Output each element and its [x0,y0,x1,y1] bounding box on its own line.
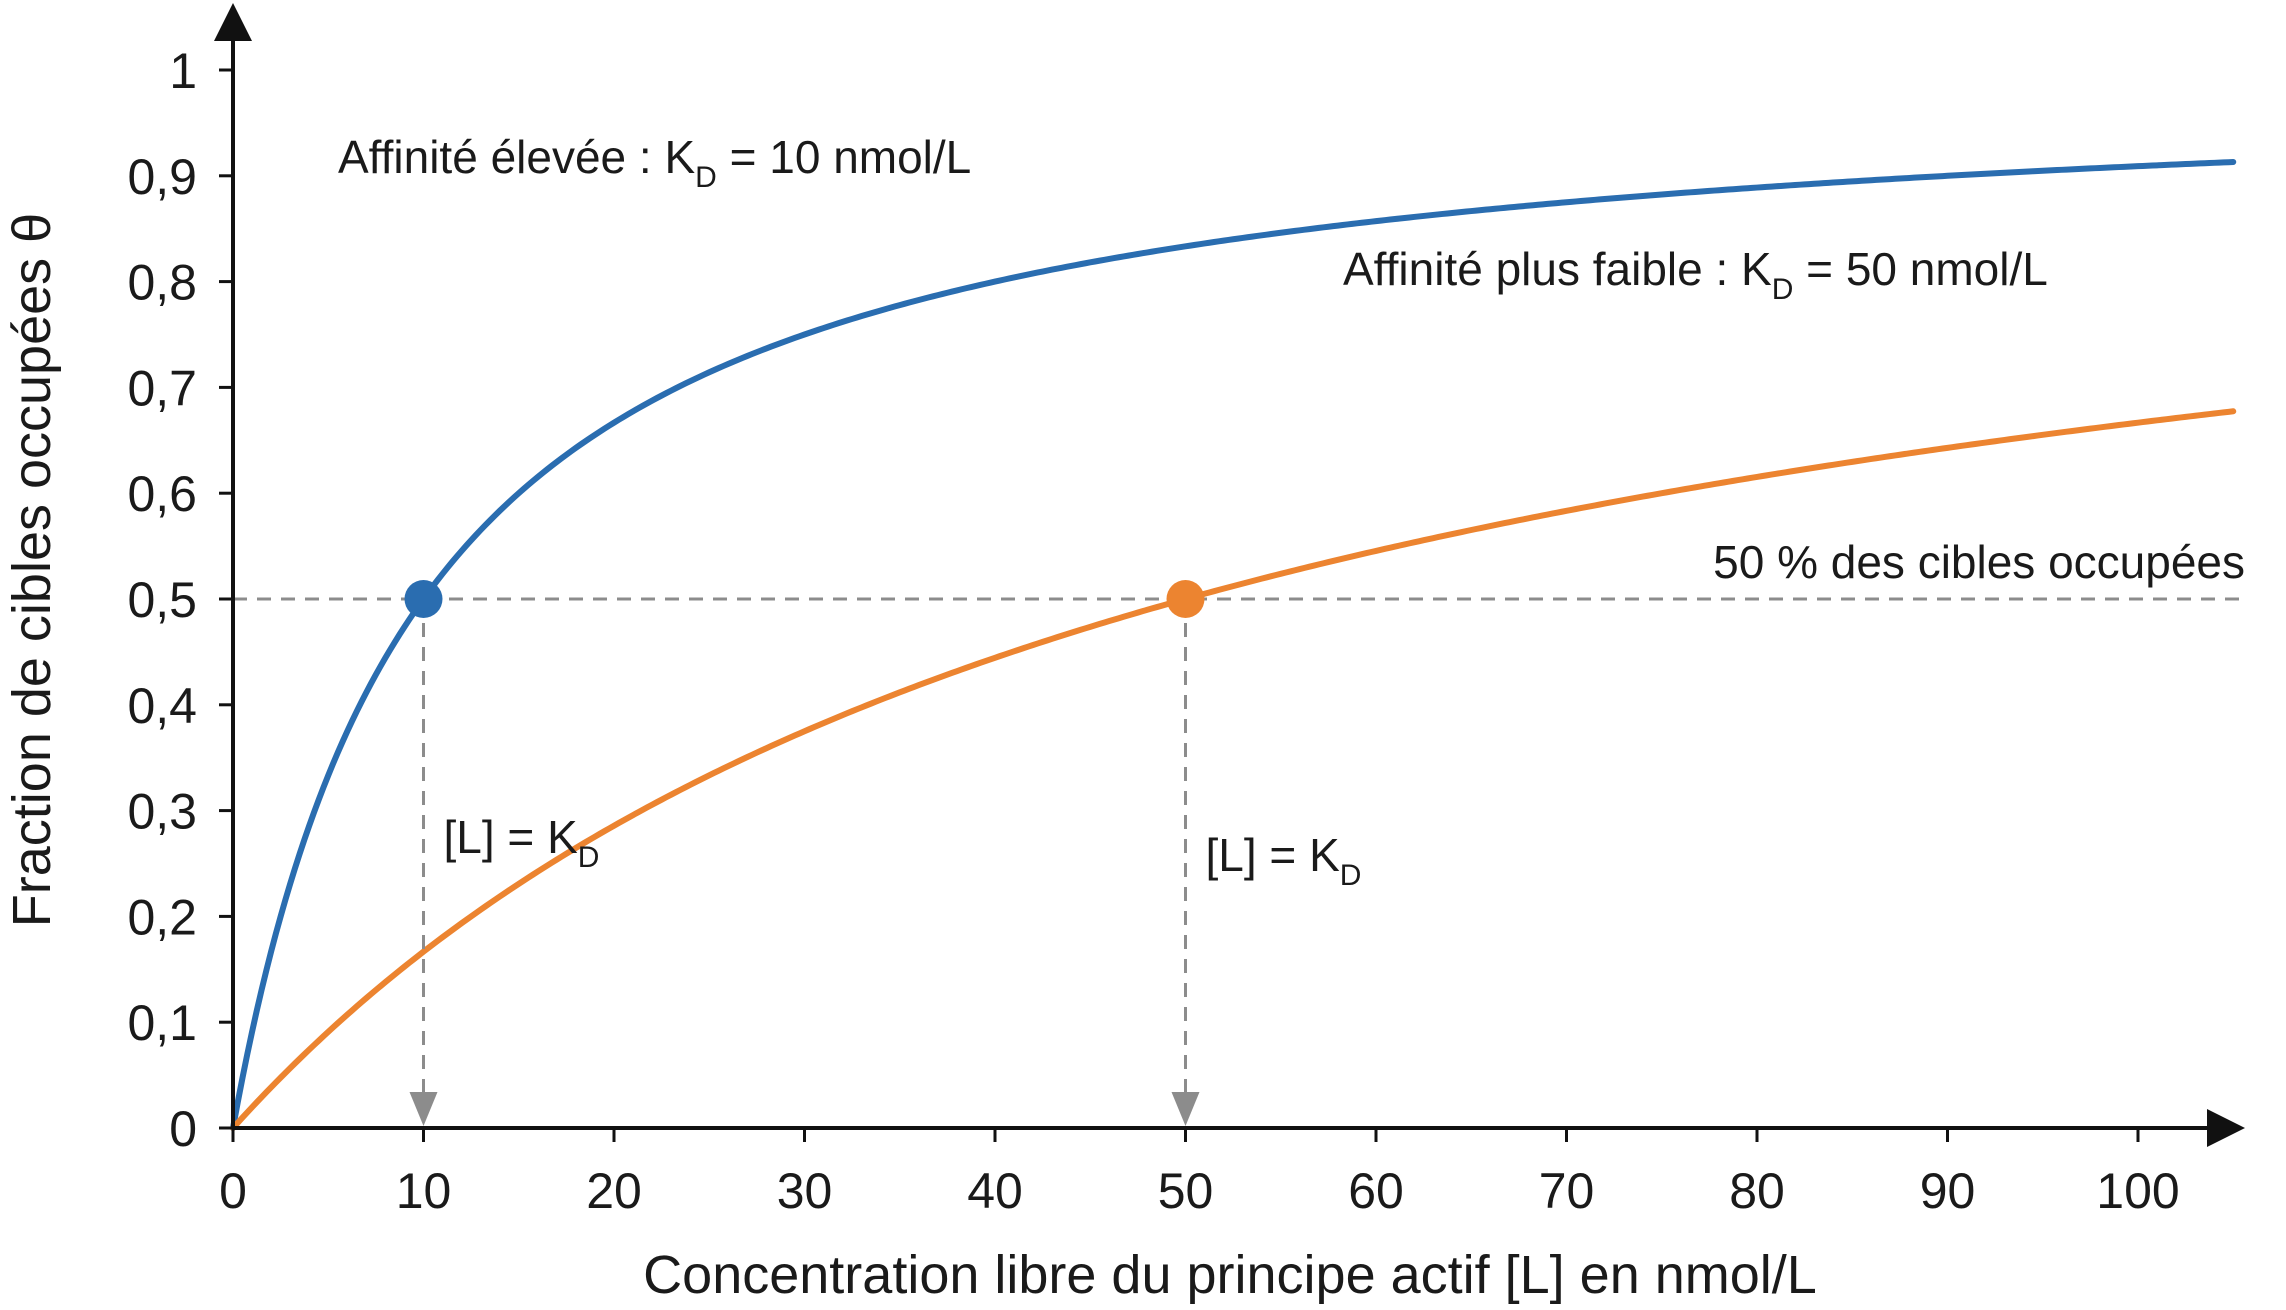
x-tick-label: 50 [1158,1163,1214,1219]
label-high-affinity: Affinité élevée : KD = 10 nmol/L [338,131,971,194]
y-axis-arrowhead [214,3,252,41]
guides-layer [233,597,2245,1126]
curve-low-affinity [230,408,2237,1131]
y-tick-label: 0,3 [127,784,197,840]
x-tick-label: 90 [1920,1163,1976,1219]
x-tick-label: 10 [396,1163,452,1219]
x-tick-label: 40 [967,1163,1023,1219]
x-axis-arrowhead [2207,1109,2245,1147]
kd-marker-label: [L] = KD [444,811,600,874]
x-tick-label: 0 [219,1163,247,1219]
drop-line-arrowhead [409,1092,438,1126]
y-tick-label: 0,5 [127,572,197,628]
y-tick-label: 0,4 [127,678,197,734]
y-tick-label: 0,9 [127,149,197,205]
y-tick-label: 0,7 [127,360,197,416]
kd-point-marker [1166,580,1205,618]
x-tick-label: 60 [1348,1163,1404,1219]
kd-point-marker [404,580,443,618]
axes-layer [214,3,2245,1147]
x-axis-title: Concentration libre du principe actif [L… [643,1245,1817,1305]
x-tick-label: 20 [586,1163,642,1219]
y-tick-label: 0,2 [127,889,197,945]
x-tick-label: 80 [1729,1163,1785,1219]
curve-high-affinity [230,159,2237,1131]
labels-layer: Concentration libre du principe actif [L… [2,131,2245,1305]
y-tick-label: 0 [169,1101,197,1157]
markers-layer [404,580,1205,618]
x-tick-label: 100 [2096,1163,2179,1219]
y-tick-label: 1 [169,43,197,99]
y-tick-label: 0,6 [127,466,197,522]
ticks-layer: 0 10 20 30 40 50 60 70 80 90 100 0 0,1 0,2 0,3 0,4 0,5 0,… [127,43,2179,1219]
y-tick-label: 0,1 [127,995,197,1051]
reference-line-label: 50 % des cibles occupées [1713,536,2245,588]
x-tick-label: 30 [777,1163,833,1219]
kd-marker-label: [L] = KD [1206,829,1362,892]
label-low-affinity: Affinité plus faible : KD = 50 nmol/L [1343,243,2048,306]
y-tick-label: 0,8 [127,255,197,311]
curves-layer [230,159,2237,1131]
drop-line-arrowhead [1171,1092,1200,1126]
y-axis-title: Fraction de cibles occupées θ [2,213,62,927]
x-tick-label: 70 [1539,1163,1595,1219]
